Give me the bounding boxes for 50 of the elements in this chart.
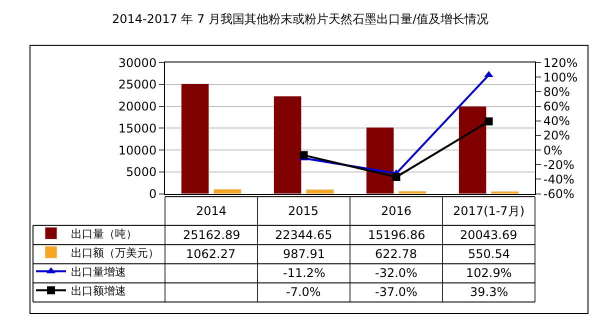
data-label: 22344.65 bbox=[275, 228, 332, 242]
bar bbox=[366, 127, 394, 194]
y-tick-label: 5000 bbox=[126, 165, 157, 180]
data-label: 550.54 bbox=[468, 247, 510, 261]
data-label: -32.0% bbox=[375, 266, 418, 280]
data-label: 25162.89 bbox=[183, 228, 240, 242]
y2-tick-label: 120% bbox=[543, 56, 578, 70]
y2-tick-label: 20% bbox=[543, 128, 570, 143]
legend-label: 出口量增速 bbox=[71, 266, 126, 278]
point bbox=[300, 151, 308, 160]
point bbox=[392, 173, 400, 182]
x-tick-label: 2017(1-7月) bbox=[453, 204, 525, 218]
y-tick-label: 15000 bbox=[118, 121, 157, 136]
y-tick-label: 10000 bbox=[118, 143, 157, 158]
data-label: 15196.86 bbox=[368, 228, 426, 242]
y-tick-label: 25000 bbox=[118, 78, 157, 92]
y2-tick-label: 100% bbox=[543, 70, 578, 84]
data-label: 20043.69 bbox=[460, 228, 518, 242]
y2-tick-label: -20% bbox=[543, 158, 574, 172]
data-label: -11.2% bbox=[283, 266, 326, 280]
y2-tick-label: -60% bbox=[543, 187, 574, 201]
y-tick-label: 30000 bbox=[118, 56, 157, 70]
legend-label: 出口额（万美元） bbox=[71, 246, 159, 260]
y2-tick-label: 60% bbox=[543, 100, 570, 114]
data-label: 1062.27 bbox=[186, 247, 236, 261]
y2-tick-label: 40% bbox=[543, 114, 570, 128]
data-label: -7.0% bbox=[286, 285, 321, 299]
data-label: 987.91 bbox=[283, 247, 325, 261]
x-tick-label: 2015 bbox=[288, 204, 319, 218]
legend-label: 出口额增速 bbox=[71, 284, 126, 298]
legend-label: 出口量（吨） bbox=[71, 228, 137, 240]
chart-title: 2014-2017 年 7 月我国其他粉末或粉片天然石墨出口量/值及增长情况 bbox=[112, 12, 489, 26]
data-label: 622.78 bbox=[375, 247, 417, 261]
y-tick-label: 20000 bbox=[118, 100, 157, 114]
data-label: 39.3% bbox=[470, 285, 508, 299]
point bbox=[484, 117, 493, 126]
bar bbox=[490, 191, 520, 194]
y2-tick-label: 80% bbox=[543, 84, 570, 99]
bar bbox=[273, 96, 302, 194]
data-label: -37.0% bbox=[375, 285, 418, 299]
bar bbox=[213, 188, 242, 194]
bar bbox=[180, 83, 210, 194]
x-tick-label: 2016 bbox=[381, 204, 412, 218]
bar bbox=[306, 189, 334, 194]
x-tick-label: 2014 bbox=[196, 204, 227, 218]
data-label: 102.9% bbox=[466, 266, 512, 280]
bar bbox=[458, 106, 487, 194]
y2-tick-label: 0% bbox=[543, 143, 562, 158]
y-tick-label: 0 bbox=[148, 187, 157, 201]
y2-tick-label: -40% bbox=[543, 172, 574, 186]
